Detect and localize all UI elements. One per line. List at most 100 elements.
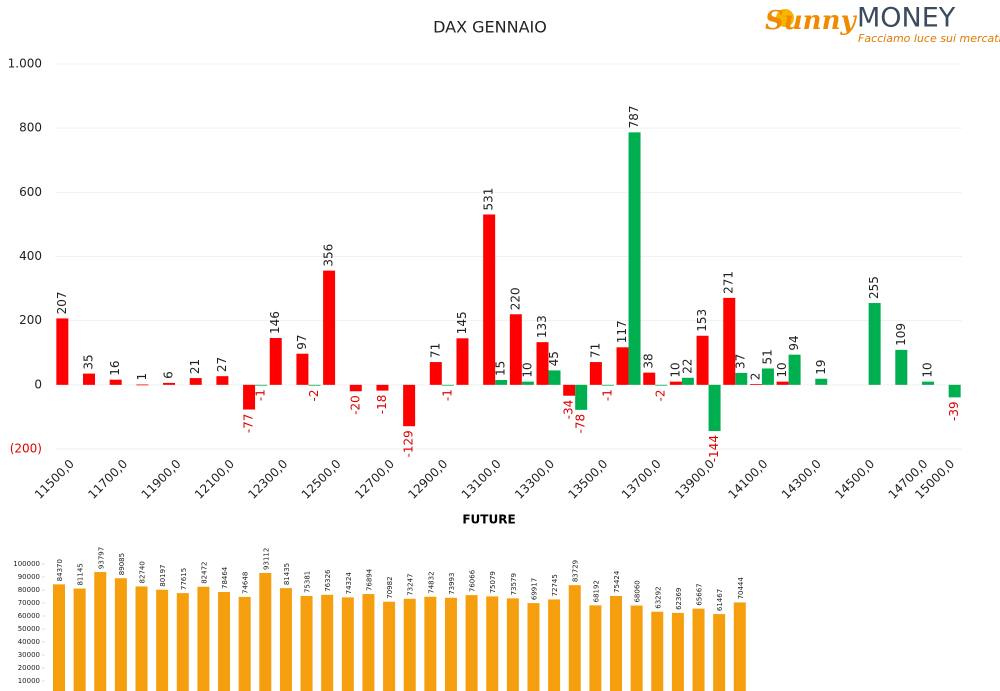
bar xyxy=(341,597,354,691)
bar xyxy=(776,381,789,385)
value-label: -2 xyxy=(307,389,321,401)
y-tick-label: 70000 xyxy=(18,599,40,607)
value-label: 72745 xyxy=(551,574,559,596)
value-label: 94 xyxy=(787,335,801,350)
y-tick-label: 600 xyxy=(19,185,42,199)
bar xyxy=(521,381,534,385)
value-label: 220 xyxy=(508,287,522,310)
value-label: 76066 xyxy=(469,569,477,592)
value-label: 70444 xyxy=(737,577,745,600)
x-tick-label: 12100,0 xyxy=(192,457,237,502)
value-label: 153 xyxy=(695,309,709,332)
value-label: 75079 xyxy=(489,571,497,593)
bar xyxy=(788,354,801,385)
y-tick-label: 1.000 xyxy=(8,57,42,71)
x-tick-label: 12700,0 xyxy=(352,457,397,502)
value-label: 76894 xyxy=(365,568,373,591)
bar xyxy=(749,384,762,385)
value-label: 787 xyxy=(627,105,641,128)
logo-brand: MONEY xyxy=(857,3,956,34)
value-label: 146 xyxy=(268,311,282,334)
y-tick-label: 80000 xyxy=(18,586,40,594)
bar xyxy=(300,596,313,691)
bar xyxy=(589,362,602,385)
value-label: 69917 xyxy=(530,578,538,600)
bar xyxy=(733,602,746,691)
bar xyxy=(456,338,469,385)
y-tick-label: 40000 xyxy=(18,638,40,646)
bar xyxy=(216,376,229,385)
y-tick-label: 60000 xyxy=(18,612,40,620)
value-label: 38 xyxy=(642,353,656,368)
bar xyxy=(323,270,336,385)
value-label: -144 xyxy=(707,435,721,462)
value-label: 62369 xyxy=(675,588,683,610)
bar xyxy=(156,589,169,691)
x-tick-label: 13300,0 xyxy=(512,457,557,502)
y-tick-label: (200) xyxy=(10,442,42,456)
value-label: 109 xyxy=(894,323,908,346)
bar xyxy=(536,342,549,385)
bar xyxy=(868,303,881,385)
value-label: 37 xyxy=(734,354,748,369)
value-label: 10 xyxy=(668,362,682,377)
value-label: 71 xyxy=(588,343,602,358)
value-label: 356 xyxy=(322,244,336,267)
bar xyxy=(921,381,934,385)
bar xyxy=(713,614,726,691)
value-label: 133 xyxy=(535,315,549,338)
y-tick-label: 30000 xyxy=(18,651,40,659)
value-label: 255 xyxy=(867,276,881,299)
value-label: -78 xyxy=(574,414,588,434)
bar xyxy=(495,380,508,385)
bar xyxy=(243,384,256,410)
value-label: -129 xyxy=(402,430,416,457)
bar xyxy=(895,349,908,385)
bar xyxy=(589,605,602,691)
logo-sun xyxy=(776,9,794,27)
value-label: 81145 xyxy=(77,563,85,585)
value-label: -1 xyxy=(254,389,268,401)
value-label: 80197 xyxy=(159,564,167,586)
bar xyxy=(163,382,176,385)
bar xyxy=(238,596,251,691)
bar xyxy=(696,335,709,385)
y-tick-label: 200 xyxy=(19,313,42,327)
bar xyxy=(176,593,189,691)
value-label: 207 xyxy=(55,292,69,315)
value-label: 51 xyxy=(760,349,774,364)
bar xyxy=(376,384,389,391)
bar xyxy=(548,370,561,385)
bar xyxy=(269,337,282,385)
value-label: -18 xyxy=(375,395,389,415)
x-tick-label: 13500,0 xyxy=(565,457,610,502)
value-label: 71 xyxy=(428,343,442,358)
value-label: -2 xyxy=(654,389,668,401)
bar xyxy=(429,362,442,385)
y-tick-label: 20000 xyxy=(18,664,40,672)
value-label: 10 xyxy=(920,362,934,377)
bar xyxy=(761,368,774,385)
value-label: 78464 xyxy=(221,566,229,589)
value-label: 84370 xyxy=(56,559,64,581)
value-label: 74648 xyxy=(242,572,250,594)
bar xyxy=(628,132,641,385)
bar xyxy=(483,214,496,385)
bar xyxy=(486,596,499,691)
bar xyxy=(548,599,561,691)
bar xyxy=(53,584,65,691)
value-label: 76326 xyxy=(324,569,332,592)
x-tick-label: 14100,0 xyxy=(726,457,771,502)
x-tick-label: 13100,0 xyxy=(459,457,504,502)
logo-name: Sunny xyxy=(765,6,857,36)
y-tick-label: 800 xyxy=(19,121,42,135)
y-tick-label: 50000 xyxy=(18,625,40,633)
value-label: 73247 xyxy=(407,573,415,595)
x-tick-label: 11900,0 xyxy=(139,457,184,502)
bar xyxy=(255,384,268,386)
bar xyxy=(114,578,127,691)
value-label: 77615 xyxy=(180,568,188,590)
bar xyxy=(73,588,86,691)
bar xyxy=(723,297,736,385)
